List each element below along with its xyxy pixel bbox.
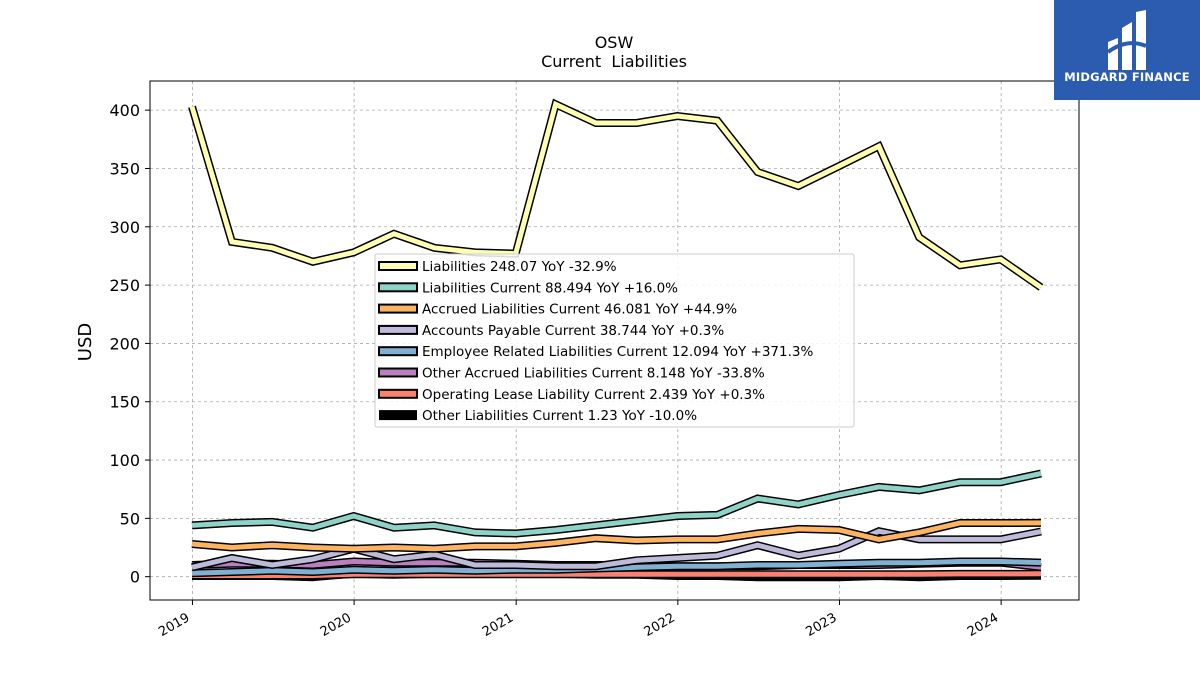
legend-swatch — [378, 303, 418, 314]
brand-name: MIDGARD FINANCE — [1064, 70, 1190, 84]
legend-swatch — [378, 261, 418, 271]
legend-entry: Liabilities 248.07 YoY -32.9% — [378, 259, 617, 275]
series-line-liabilities-current — [191, 469, 1042, 538]
legend-swatch — [378, 346, 418, 357]
legend-label: Operating Lease Liability Current 2.439 … — [422, 387, 765, 403]
y-tick-label: 50 — [120, 509, 140, 528]
legend: Liabilities 248.07 YoY -32.9% Liabilities… — [374, 253, 855, 428]
legend-label: Employee Related Liabilities Current 12.… — [422, 344, 813, 360]
series-line-fill — [191, 471, 1042, 537]
series-line-accrued-liabilities-current — [191, 518, 1042, 553]
x-tick-label: 2023 — [803, 610, 839, 640]
legend-label: Other Accrued Liabilities Current 8.148 … — [422, 366, 765, 382]
y-tick-label: 200 — [109, 334, 140, 353]
legend-box — [374, 253, 855, 428]
legend-swatch — [378, 282, 418, 293]
y-tick-label: 0 — [130, 568, 140, 587]
x-tick-label: 2022 — [642, 610, 678, 640]
legend-label: Other Liabilities Current 1.23 YoY -10.0… — [422, 408, 697, 424]
legend-entry: Operating Lease Liability Current 2.439 … — [378, 387, 765, 403]
y-tick-label: 150 — [109, 393, 140, 412]
legend-entry: Other Accrued Liabilities Current 8.148 … — [378, 366, 765, 382]
legend-label: Liabilities Current 88.494 YoY +16.0% — [422, 280, 678, 296]
legend-swatch — [378, 367, 418, 378]
chart-title: OSW — [595, 33, 634, 52]
chart-subtitle: Current Liabilities — [541, 52, 687, 71]
legend-swatch — [378, 324, 418, 335]
legend-entry: Accounts Payable Current 38.744 YoY +0.3… — [378, 323, 724, 339]
x-tick-label: 2019 — [156, 610, 192, 640]
y-tick-label: 300 — [109, 218, 140, 237]
legend-label: Liabilities 248.07 YoY -32.9% — [422, 259, 617, 275]
x-tick-label: 2021 — [480, 610, 516, 640]
x-tick-label: 2020 — [318, 610, 354, 640]
legend-entry: Other Liabilities Current 1.23 YoY -10.0… — [379, 408, 697, 424]
y-tick-label: 400 — [109, 101, 140, 120]
legend-swatch — [378, 388, 418, 399]
legend-swatch — [379, 410, 417, 421]
y-axis: 0 50 100 150 200 250 300 350 400 — [109, 101, 150, 587]
y-tick-label: 100 — [109, 451, 140, 470]
series-line-fill — [191, 559, 1042, 576]
series-line-employee-related-liabilities-current — [191, 557, 1042, 578]
plot-frame — [149, 80, 1080, 601]
legend-entry: Accrued Liabilities Current 46.081 YoY +… — [378, 302, 737, 318]
y-tick-label: 250 — [109, 276, 140, 295]
legend-label: Accrued Liabilities Current 46.081 YoY +… — [422, 302, 737, 318]
y-axis-label: USD — [75, 323, 96, 361]
series-line-liabilities — [188, 98, 1044, 291]
series-line-fill — [191, 520, 1042, 552]
x-tick-label: 2024 — [965, 610, 1001, 640]
legend-entry: Liabilities Current 88.494 YoY +16.0% — [378, 280, 678, 296]
brand-logo: MIDGARD FINANCE — [1054, 0, 1200, 100]
legend-label: Accounts Payable Current 38.744 YoY +0.3… — [422, 323, 724, 339]
logo-mark-icon — [1106, 10, 1147, 70]
series-line-fill — [192, 571, 1042, 578]
legend-entry: Employee Related Liabilities Current 12.… — [378, 344, 813, 360]
y-tick-label: 350 — [109, 159, 140, 178]
series-line-fill — [189, 100, 1043, 290]
series-line-operating-lease-liability-current — [192, 569, 1042, 580]
x-axis: 2019 2020 2021 2022 2023 2024 — [156, 600, 1002, 640]
series-lines — [188, 98, 1044, 582]
